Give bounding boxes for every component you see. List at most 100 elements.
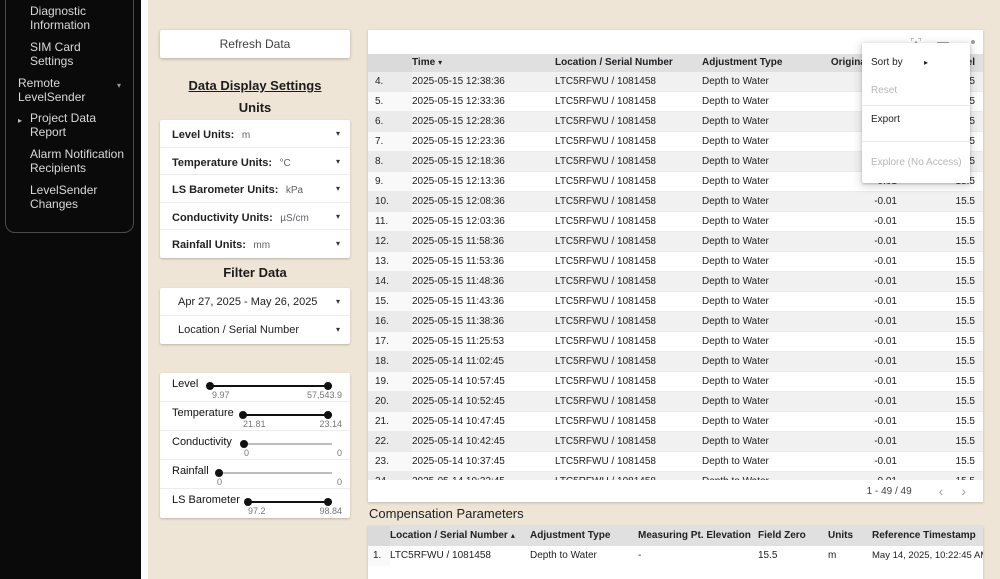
adjustment-cell: Depth to Water bbox=[702, 456, 769, 467]
unit-dropdown[interactable]: Temperature Units: °C ▾ bbox=[160, 148, 350, 176]
slider-label: Conductivity bbox=[172, 436, 232, 448]
more-options-icon[interactable] bbox=[971, 40, 975, 44]
time-cell: 2025-05-15 11:43:36 bbox=[412, 296, 505, 307]
unit-dropdown[interactable]: Rainfall Units: mm ▾ bbox=[160, 230, 350, 258]
compensation-header-row: Location / Serial Number ▴ Adjustment Typ… bbox=[368, 526, 983, 546]
location-cell: LTC5RFWU / 1081458 bbox=[555, 276, 656, 287]
sidebar-item-label: Alarm Notification Recipients bbox=[30, 147, 125, 175]
slider-max-value: 98.84 bbox=[319, 506, 342, 516]
sidebar-item-alarm-notification-recipients[interactable]: Alarm Notification Recipients bbox=[6, 147, 133, 175]
compensation-parameters-card: Location / Serial Number ▴ Adjustment Typ… bbox=[368, 526, 983, 579]
original-level-cell: -0.01 bbox=[874, 436, 897, 447]
level-cell: 15.5 bbox=[955, 436, 975, 447]
adjustment-cell: Depth to Water bbox=[702, 176, 769, 187]
sidebar-item-sim-card-settings[interactable]: SIM Card Settings bbox=[6, 40, 133, 68]
reference-timestamp-column-header[interactable]: Reference Timestamp bbox=[872, 530, 976, 541]
slider-max-handle[interactable] bbox=[324, 411, 332, 419]
time-column-header[interactable]: Time ▾ bbox=[412, 57, 443, 68]
location-cell: LTC5RFWU / 1081458 bbox=[555, 196, 656, 207]
original-level-cell: -0.01 bbox=[874, 216, 897, 227]
adjustment-cell: Depth to Water bbox=[702, 436, 769, 447]
original-level-cell: -0.01 bbox=[874, 336, 897, 347]
level-cell: 15.5 bbox=[955, 296, 975, 307]
sidebar-item-levelsender-changes[interactable]: LevelSender Changes bbox=[6, 183, 133, 211]
unit-dropdown[interactable]: Level Units: m ▾ bbox=[160, 120, 350, 148]
time-cell: 2025-05-15 12:03:36 bbox=[412, 216, 505, 227]
measuring-pt-elevation-cell: - bbox=[638, 550, 642, 561]
adjustment-cell: Depth to Water bbox=[702, 356, 769, 367]
filter-value: Apr 27, 2025 - May 26, 2025 bbox=[178, 296, 318, 308]
row-number-cell: 20. bbox=[368, 392, 412, 411]
level-cell: 15.5 bbox=[955, 396, 975, 407]
slider-track bbox=[243, 414, 332, 416]
slider-max-handle[interactable] bbox=[324, 498, 332, 506]
sidebar-item-diagnostic-information[interactable]: Diagnostic Information bbox=[6, 4, 133, 32]
chevron-down-icon: ▾ bbox=[335, 129, 340, 138]
slider-max-handle[interactable] bbox=[324, 382, 332, 390]
table-row: 21. 2025-05-14 10:47:45 LTC5RFWU / 10814… bbox=[368, 412, 983, 432]
slider-track bbox=[210, 385, 332, 387]
measuring-pt-elevation-column-header[interactable]: Measuring Pt. Elevation bbox=[638, 530, 751, 541]
original-level-cell: -0.01 bbox=[822, 472, 897, 480]
filter-dropdown[interactable]: Apr 27, 2025 - May 26, 2025 ▾ bbox=[160, 288, 350, 316]
location-column-header[interactable]: Location / Serial Number ▴ bbox=[390, 530, 515, 541]
slider-min-handle[interactable] bbox=[206, 382, 214, 390]
slider-min-handle[interactable] bbox=[239, 411, 247, 419]
filter-value: Location / Serial Number bbox=[178, 324, 300, 336]
time-cell: 2025-05-14 10:52:45 bbox=[412, 396, 505, 407]
compensation-parameters-title: Compensation Parameters bbox=[369, 506, 524, 521]
unit-value: µS/cm bbox=[280, 212, 309, 224]
row-number-cell: 15. bbox=[368, 292, 412, 311]
slider-max-value: 0 bbox=[336, 448, 342, 458]
pagination-range-label: 1 - 49 / 49 bbox=[866, 485, 912, 497]
time-cell: 2025-05-14 10:42:45 bbox=[412, 436, 505, 447]
filter-dropdown[interactable]: Location / Serial Number ▾ bbox=[160, 316, 350, 344]
previous-page-icon[interactable]: ‹ bbox=[938, 483, 944, 499]
level-range-slider: Level 9.97 57,543.9 bbox=[160, 373, 350, 402]
adjustment-cell: Depth to Water bbox=[702, 256, 769, 267]
time-cell: 2025-05-14 11:02:45 bbox=[412, 356, 505, 367]
menu-item-reset: Reset bbox=[871, 85, 898, 96]
next-page-icon[interactable]: › bbox=[961, 483, 966, 499]
slider-min-handle[interactable] bbox=[240, 440, 248, 448]
refresh-data-button[interactable]: Refresh Data bbox=[160, 30, 350, 58]
unit-value: kPa bbox=[285, 185, 304, 197]
original-level-cell: -0.01 bbox=[874, 356, 897, 367]
table-row: 23. 2025-05-14 10:37:45 LTC5RFWU / 10814… bbox=[368, 452, 983, 472]
adjustment-cell: Depth to Water bbox=[702, 376, 769, 387]
sidebar-scroll-track[interactable] bbox=[141, 0, 148, 579]
sidebar-item-project-data-report[interactable]: ▸ Project Data Report bbox=[6, 111, 133, 139]
menu-item-explore: Explore (No Access) bbox=[871, 157, 962, 168]
time-cell: 2025-05-14 10:32:45 bbox=[412, 472, 555, 480]
sort-asc-icon: ▴ bbox=[510, 531, 515, 540]
time-cell: 2025-05-15 11:25:53 bbox=[412, 336, 505, 347]
location-column-header[interactable]: Location / Serial Number bbox=[555, 57, 673, 68]
location-cell: LTC5RFWU / 1081458 bbox=[555, 116, 656, 127]
sidebar-item-remote-levelsender[interactable]: Remote LevelSender ▾ bbox=[6, 76, 133, 104]
row-number-cell: 7. bbox=[368, 132, 412, 151]
menu-item-sort-by[interactable]: Sort by ▸ bbox=[862, 49, 970, 77]
slider-track bbox=[219, 472, 332, 474]
time-cell: 2025-05-15 11:58:36 bbox=[412, 236, 505, 247]
adjustment-column-header[interactable]: Adjustment Type bbox=[702, 57, 783, 68]
menu-item-export[interactable]: Export bbox=[871, 114, 900, 125]
unit-dropdown[interactable]: LS Barometer Units: kPa ▾ bbox=[160, 175, 350, 203]
slider-min-handle[interactable] bbox=[244, 498, 252, 506]
table-row: 18. 2025-05-14 11:02:45 LTC5RFWU / 10814… bbox=[368, 352, 983, 372]
adjustment-cell: Depth to Water bbox=[702, 416, 769, 427]
chevron-right-icon: ▸ bbox=[18, 116, 23, 125]
table-row: 10. 2025-05-15 12:08:36 LTC5RFWU / 10814… bbox=[368, 192, 983, 212]
slider-min-handle[interactable] bbox=[215, 469, 223, 477]
level-cell: 15.5 bbox=[955, 276, 975, 287]
level-cell: 15.5 bbox=[955, 336, 975, 347]
unit-label: Rainfall Units: bbox=[172, 239, 246, 252]
units-column-header[interactable]: Units bbox=[828, 530, 853, 541]
location-cell: LTC5RFWU / 1081458 bbox=[555, 216, 656, 227]
field-zero-column-header[interactable]: Field Zero bbox=[758, 530, 806, 541]
location-cell: LTC5RFWU / 1081458 bbox=[555, 156, 656, 167]
adjustment-cell: Depth to Water bbox=[702, 396, 769, 407]
table-context-menu: Sort by ▸ Reset Export Explore (No Acces… bbox=[862, 43, 970, 183]
table-row: 16. 2025-05-15 11:38:36 LTC5RFWU / 10814… bbox=[368, 312, 983, 332]
unit-dropdown[interactable]: Conductivity Units: µS/cm ▾ bbox=[160, 203, 350, 231]
adjustment-column-header[interactable]: Adjustment Type bbox=[530, 530, 611, 541]
